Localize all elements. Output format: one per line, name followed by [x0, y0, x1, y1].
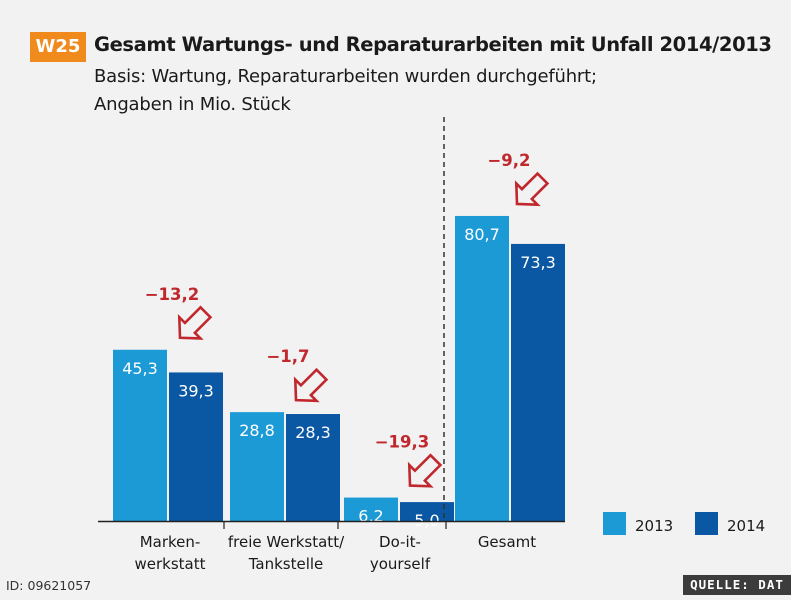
- bar-2013-0: [113, 349, 167, 521]
- bar-value-label: 28,8: [239, 421, 275, 440]
- decrease-arrow-icon: [407, 453, 443, 488]
- subtitle-line-2: Angaben in Mio. Stück: [94, 94, 291, 115]
- subtitle-line-1: Basis: Wartung, Reparaturarbeiten wurden…: [94, 66, 597, 87]
- decrease-arrow-icon: [293, 367, 329, 403]
- bar-value-label: 45,3: [122, 359, 158, 378]
- category-label: Tankstelle: [248, 555, 324, 573]
- chart-id: ID: 09621057: [6, 578, 92, 593]
- decrease-arrow-shape: [293, 367, 329, 403]
- chart-title: Gesamt Wartungs- und Reparaturarbeiten m…: [94, 33, 772, 56]
- category-label: Marken-: [140, 533, 201, 551]
- bar-2013-1: [230, 412, 284, 521]
- category-label: yourself: [370, 555, 431, 573]
- bar-value-label: 5,0: [414, 511, 439, 530]
- source-badge: QUELLE: DAT: [683, 575, 791, 595]
- decrease-arrow-shape: [177, 305, 213, 340]
- change-label: −13,2: [145, 285, 200, 304]
- bar-value-label: 73,3: [520, 253, 556, 272]
- change-label: −9,2: [487, 151, 530, 170]
- chart-badge: W25: [30, 32, 86, 62]
- legend-swatch-2013: [603, 512, 626, 535]
- bar-2013-2: [344, 497, 398, 521]
- bar-2014-0: [169, 372, 223, 521]
- category-label: werkstatt: [134, 555, 205, 573]
- bar-value-label: 39,3: [178, 381, 214, 400]
- chart-subtitle: Basis: Wartung, Reparaturarbeiten wurden…: [94, 63, 597, 119]
- category-label: Gesamt: [478, 533, 536, 551]
- bar-value-label: 6,2: [358, 507, 383, 526]
- bar-value-label: 28,3: [295, 423, 331, 442]
- bar-2014-1: [286, 414, 340, 521]
- decrease-arrow-shape: [514, 171, 550, 207]
- legend-label: 2013: [635, 517, 673, 535]
- legend-swatch-2014: [695, 512, 718, 535]
- legend-label: 2014: [727, 517, 765, 535]
- bar-2014-2: [400, 502, 454, 521]
- change-label: −1,7: [266, 347, 309, 366]
- bar-value-label: 80,7: [464, 225, 500, 244]
- bar-2013-3: [455, 215, 509, 522]
- decrease-arrow-icon: [514, 171, 550, 207]
- category-label: Do-it-: [379, 533, 421, 551]
- decrease-arrow-shape: [407, 453, 443, 488]
- bar-2014-3: [511, 243, 565, 521]
- change-label: −19,3: [375, 433, 430, 452]
- category-label: freie Werkstatt/: [228, 533, 345, 551]
- decrease-arrow-icon: [177, 305, 213, 340]
